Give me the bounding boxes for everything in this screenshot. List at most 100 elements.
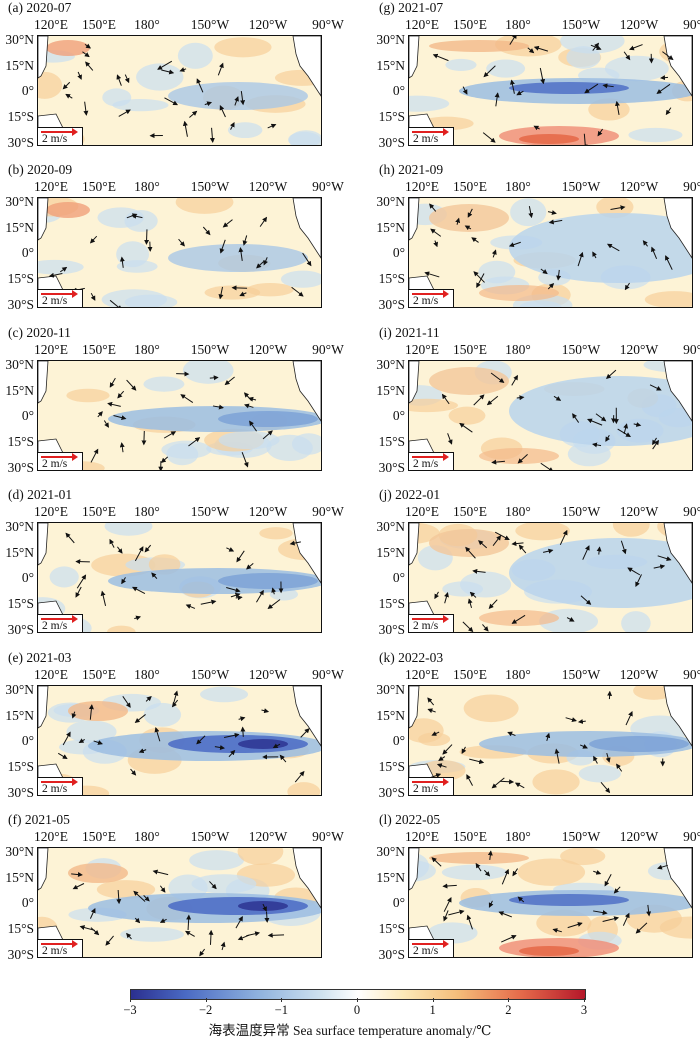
wind-vector-arrow (519, 545, 525, 553)
latitude-tick-label: 15°S (371, 596, 405, 612)
colorbar-tick-label: −2 (199, 1003, 212, 1018)
longitude-tick-label: 90°W (683, 667, 700, 683)
latitude-tick-label: 30°S (371, 622, 405, 638)
wind-scale-legend: 2 m/s (409, 127, 454, 145)
wind-vector-arrow (489, 600, 497, 609)
latitude-tick-label: 0° (371, 83, 405, 99)
longitude-tick-label: 150°W (191, 342, 229, 358)
wind-vector-arrow (474, 395, 484, 405)
longitude-tick-label: 120°E (405, 504, 439, 520)
scale-label: 2 m/s (42, 133, 67, 145)
longitude-tick-label: 90°W (312, 342, 344, 358)
latitude-tick-label: 30°N (0, 194, 34, 210)
colorbar-tick-label: 0 (354, 1003, 360, 1018)
sst-anomaly-patch (218, 573, 318, 589)
scale-label: 2 m/s (413, 945, 438, 957)
wind-scale-legend: 2 m/s (38, 289, 83, 307)
latitude-tick-label: 30°S (371, 135, 405, 151)
wind-scale-legend: 2 m/s (409, 939, 454, 957)
wind-vector-arrow (186, 931, 195, 936)
wind-scale-legend: 2 m/s (409, 452, 454, 470)
sst-anomaly-patch (515, 523, 570, 540)
longitude-tick-label: 120°W (620, 17, 658, 33)
longitude-tick-label: 150°E (82, 342, 116, 358)
wind-vector-arrow (500, 781, 513, 782)
panel-title: (j) 2022-01 (379, 487, 440, 503)
latitude-tick-label: 15°N (0, 220, 34, 236)
longitude-tick-label: 120°W (620, 667, 658, 683)
sst-wind-map: 2 m/s (408, 847, 693, 958)
wind-vector-arrow (78, 72, 81, 79)
wind-vector-arrow (444, 910, 448, 920)
wind-vector-arrow (162, 457, 168, 462)
wind-vector-arrow (630, 45, 643, 50)
wind-vector-arrow (74, 884, 84, 889)
wind-vector-arrow (236, 597, 242, 598)
colorbar-tick-mark (206, 998, 207, 1002)
colorbar-title: 海表温度异常 Sea surface temperature anomaly/℃ (0, 1019, 700, 1039)
wind-vector-arrow (86, 62, 93, 70)
wind-vector-arrow (134, 617, 140, 619)
latitude-tick-label: 30°N (0, 519, 34, 535)
map-panel: (j) 2022-01120°E150°E180°150°W120°W90°W3… (371, 487, 700, 649)
sst-anomaly-patch (107, 626, 136, 632)
latitude-tick-label: 30°N (371, 519, 405, 535)
longitude-tick-label: 120°W (249, 342, 287, 358)
wind-vector-arrow (127, 380, 136, 390)
longitude-tick-label: 120°E (34, 17, 68, 33)
wind-vector-arrow (135, 714, 145, 722)
longitude-tick-label: 120°E (405, 829, 439, 845)
longitude-tick-label: 180° (505, 667, 531, 683)
wind-vector-arrow (435, 241, 437, 247)
sst-anomaly-patch (429, 40, 529, 52)
sst-anomaly-patch (429, 852, 529, 864)
longitude-tick-label: 90°W (312, 504, 344, 520)
sst-wind-map: 2 m/s (408, 197, 693, 308)
latitude-tick-label: 15°S (0, 109, 34, 125)
map-panel: (i) 2021-11120°E150°E180°150°W120°W90°W3… (371, 325, 700, 487)
sst-wind-map: 2 m/s (37, 35, 322, 146)
wind-vector-arrow (579, 721, 586, 722)
sst-anomaly-patch (628, 128, 682, 142)
wind-vector-arrow (467, 775, 473, 786)
latitude-tick-label: 15°S (0, 434, 34, 450)
wind-vector-arrow (201, 601, 216, 604)
latitude-tick-label: 30°S (371, 297, 405, 313)
longitude-tick-label: 90°W (312, 667, 344, 683)
wind-vector-arrow (185, 122, 188, 137)
wind-vector-arrow (118, 391, 124, 398)
wind-vector-arrow (666, 108, 671, 115)
scale-label: 2 m/s (42, 945, 67, 957)
sst-anomaly-patch (214, 37, 271, 57)
wind-vector-arrow (110, 540, 114, 548)
wind-vector-arrow (66, 533, 74, 543)
longitude-tick-label: 120°E (405, 17, 439, 33)
latitude-tick-label: 15°N (0, 870, 34, 886)
scale-label: 2 m/s (42, 458, 67, 470)
longitude-tick-label: 150°E (453, 17, 487, 33)
wind-vector-arrow (269, 935, 284, 936)
latitude-tick-label: 15°N (371, 383, 405, 399)
longitude-tick-label: 180° (134, 829, 160, 845)
longitude-tick-label: 150°E (453, 829, 487, 845)
longitude-tick-label: 120°W (620, 504, 658, 520)
wind-vector-arrow (445, 593, 448, 603)
longitude-tick-label: 120°W (249, 667, 287, 683)
longitude-tick-label: 150°E (453, 504, 487, 520)
sst-anomaly-patch (510, 198, 546, 226)
sst-wind-map: 2 m/s (37, 522, 322, 633)
wind-vector-arrow (601, 782, 609, 792)
wind-vector-arrow (428, 698, 434, 705)
longitude-tick-label: 120°E (34, 342, 68, 358)
longitude-tick-label: 150°W (191, 667, 229, 683)
latitude-tick-label: 30°S (371, 460, 405, 476)
longitude-tick-label: 90°W (683, 17, 700, 33)
longitude-tick-label: 150°W (562, 829, 600, 845)
sst-anomaly-patch (105, 523, 153, 536)
sst-wind-map: 2 m/s (408, 522, 693, 633)
wind-vector-arrow (239, 718, 245, 720)
wind-vector-arrow (91, 928, 99, 935)
